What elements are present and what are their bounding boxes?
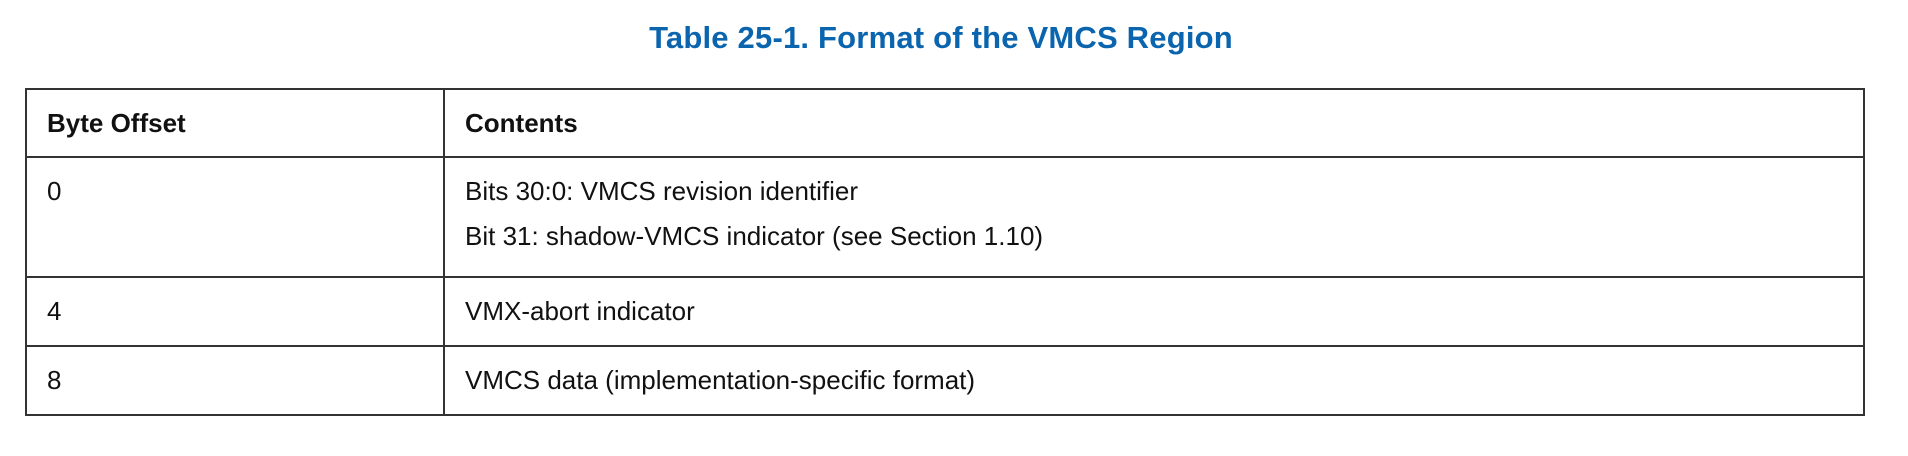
offset-cell: 8 bbox=[25, 345, 445, 416]
table-row: 4 VMX-abort indicator bbox=[25, 276, 1865, 347]
table-row: 8 VMCS data (implementation-specific for… bbox=[25, 345, 1865, 416]
vmcs-format-table: Byte Offset Contents 0 Bits 30:0: VMCS r… bbox=[25, 88, 1865, 416]
offset-cell: 0 bbox=[25, 156, 445, 278]
header-contents: Contents bbox=[443, 88, 1865, 158]
offset-cell: 4 bbox=[25, 276, 445, 347]
table-title: Table 25-1. Format of the VMCS Region bbox=[649, 20, 1233, 55]
contents-cell: VMX-abort indicator bbox=[443, 276, 1865, 347]
contents-cell: Bits 30:0: VMCS revision identifier Bit … bbox=[443, 156, 1865, 278]
table-header-row: Byte Offset Contents bbox=[25, 88, 1865, 158]
contents-line: Bit 31: shadow-VMCS indicator (see Secti… bbox=[465, 221, 1044, 251]
table-row: 0 Bits 30:0: VMCS revision identifier Bi… bbox=[25, 156, 1865, 278]
header-byte-offset: Byte Offset bbox=[25, 88, 445, 158]
contents-cell: VMCS data (implementation-specific forma… bbox=[443, 345, 1865, 416]
contents-line: Bits 30:0: VMCS revision identifier bbox=[465, 176, 859, 206]
